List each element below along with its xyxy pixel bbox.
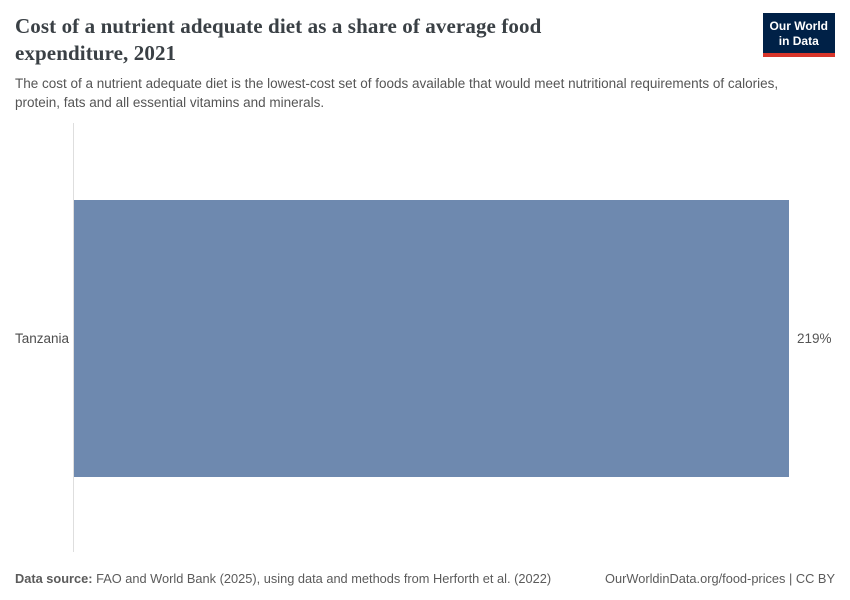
chart-subtitle: The cost of a nutrient adequate diet is … bbox=[15, 76, 779, 110]
chart-title: Cost of a nutrient adequate diet as a sh… bbox=[15, 14, 542, 65]
owid-logo[interactable]: Our World in Data bbox=[762, 13, 835, 57]
y-axis-line bbox=[73, 123, 74, 552]
data-source-note: Data source: FAO and World Bank (2025), … bbox=[15, 571, 551, 587]
bar-track bbox=[74, 200, 789, 477]
chart-footer: Data source: FAO and World Bank (2025), … bbox=[15, 571, 835, 587]
bar-tanzania[interactable] bbox=[74, 200, 789, 477]
credit-link[interactable]: OurWorldinData.org/food-prices | CC BY bbox=[605, 571, 835, 586]
value-label: 219% bbox=[797, 331, 832, 346]
data-source-label: Data source: bbox=[15, 571, 93, 586]
data-source-text: FAO and World Bank (2025), using data an… bbox=[92, 571, 552, 586]
bar-chart-plot: Tanzania 219% bbox=[15, 115, 835, 555]
owid-logo-line1: Our World bbox=[769, 19, 828, 33]
category-label-tanzania[interactable]: Tanzania bbox=[15, 331, 70, 346]
chart-header: Cost of a nutrient adequate diet as a sh… bbox=[15, 13, 835, 67]
owid-logo-line2: in Data bbox=[778, 33, 819, 48]
